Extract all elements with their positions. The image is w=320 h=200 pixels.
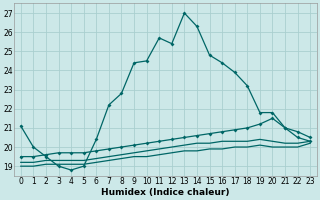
X-axis label: Humidex (Indice chaleur): Humidex (Indice chaleur) bbox=[101, 188, 230, 197]
